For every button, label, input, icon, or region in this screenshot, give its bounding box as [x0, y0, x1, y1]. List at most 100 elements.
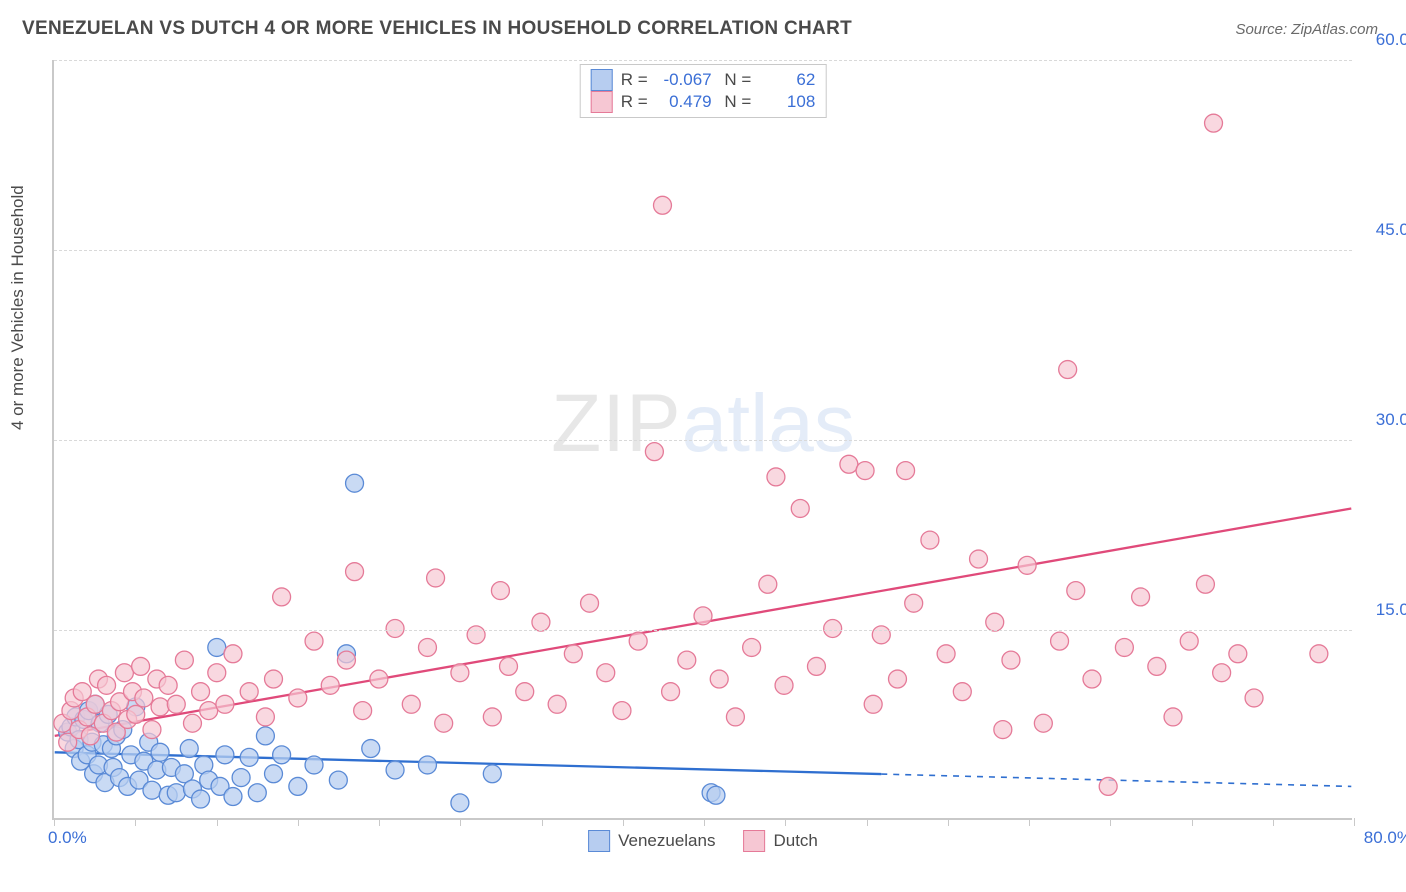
data-point-dutch	[1002, 651, 1020, 669]
data-point-venezuelans	[192, 790, 210, 808]
source-attribution: Source: ZipAtlas.com	[1235, 21, 1378, 38]
data-point-venezuelans	[362, 740, 380, 758]
data-point-dutch	[1083, 670, 1101, 688]
data-point-dutch	[1034, 714, 1052, 732]
data-point-dutch	[386, 620, 404, 638]
data-point-dutch	[240, 683, 258, 701]
data-point-dutch	[1310, 645, 1328, 663]
data-point-dutch	[613, 702, 631, 720]
x-tick	[1273, 818, 1274, 826]
data-point-dutch	[1115, 638, 1133, 656]
stats-row-dutch: R = 0.479 N = 108	[591, 91, 816, 113]
data-point-dutch	[654, 196, 672, 214]
data-point-dutch	[500, 657, 518, 675]
data-point-dutch	[1196, 575, 1214, 593]
data-point-dutch	[1051, 632, 1069, 650]
x-tick	[379, 818, 380, 826]
data-point-venezuelans	[143, 781, 161, 799]
data-point-dutch	[662, 683, 680, 701]
data-point-dutch	[208, 664, 226, 682]
data-point-dutch	[629, 632, 647, 650]
data-point-dutch	[743, 638, 761, 656]
data-point-dutch	[872, 626, 890, 644]
data-point-dutch	[905, 594, 923, 612]
data-point-dutch	[1164, 708, 1182, 726]
data-point-venezuelans	[273, 746, 291, 764]
scatter-svg	[54, 60, 1352, 818]
data-point-venezuelans	[208, 638, 226, 656]
stats-row-venezuelans: R = -0.067 N = 62	[591, 69, 816, 91]
data-point-dutch	[1245, 689, 1263, 707]
data-point-dutch	[192, 683, 210, 701]
data-point-venezuelans	[248, 784, 266, 802]
n-label: N =	[720, 70, 752, 90]
legend-item-venezuelans: Venezuelans	[588, 830, 715, 852]
x-tick	[54, 818, 55, 826]
data-point-dutch	[402, 695, 420, 713]
data-point-dutch	[167, 695, 185, 713]
correlation-stats-box: R = -0.067 N = 62 R = 0.479 N = 108	[580, 64, 827, 118]
data-point-venezuelans	[240, 748, 258, 766]
data-point-venezuelans	[707, 786, 725, 804]
r-label: R =	[621, 92, 648, 112]
legend: Venezuelans Dutch	[588, 830, 818, 852]
data-point-dutch	[921, 531, 939, 549]
chart-header: VENEZUELAN VS DUTCH 4 OR MORE VEHICLES I…	[0, 0, 1406, 50]
legend-item-dutch: Dutch	[743, 830, 817, 852]
data-point-dutch	[1067, 582, 1085, 600]
data-point-dutch	[824, 620, 842, 638]
plot-area: ZIPatlas R = -0.067 N = 62 R = 0.479 N =…	[52, 60, 1352, 820]
data-point-dutch	[354, 702, 372, 720]
data-point-dutch	[86, 695, 104, 713]
xmax-tick-label: 80.0%	[1364, 828, 1406, 848]
data-point-dutch	[265, 670, 283, 688]
data-point-dutch	[645, 443, 663, 461]
data-point-dutch	[994, 721, 1012, 739]
data-point-dutch	[710, 670, 728, 688]
gridline-h	[54, 630, 1352, 631]
legend-label-venezuelans: Venezuelans	[618, 831, 715, 851]
r-value-venezuelans: -0.067	[656, 70, 712, 90]
data-point-dutch	[135, 689, 153, 707]
data-point-venezuelans	[180, 740, 198, 758]
x-tick	[135, 818, 136, 826]
data-point-dutch	[200, 702, 218, 720]
data-point-dutch	[451, 664, 469, 682]
origin-tick-label: 0.0%	[48, 828, 87, 848]
data-point-dutch	[435, 714, 453, 732]
x-tick	[298, 818, 299, 826]
x-tick	[1354, 818, 1355, 826]
data-point-dutch	[132, 657, 150, 675]
x-tick	[704, 818, 705, 826]
swatch-venezuelans	[591, 69, 613, 91]
n-value-venezuelans: 62	[759, 70, 815, 90]
data-point-dutch	[483, 708, 501, 726]
data-point-dutch	[953, 683, 971, 701]
data-point-venezuelans	[265, 765, 283, 783]
data-point-dutch	[1180, 632, 1198, 650]
swatch-dutch	[591, 91, 613, 113]
legend-swatch-venezuelans	[588, 830, 610, 852]
data-point-dutch	[289, 689, 307, 707]
x-tick	[785, 818, 786, 826]
n-value-dutch: 108	[759, 92, 815, 112]
data-point-dutch	[159, 676, 177, 694]
data-point-dutch	[491, 582, 509, 600]
data-point-dutch	[1132, 588, 1150, 606]
data-point-venezuelans	[167, 784, 185, 802]
x-tick	[1110, 818, 1111, 826]
data-point-venezuelans	[329, 771, 347, 789]
data-point-venezuelans	[419, 756, 437, 774]
data-point-dutch	[256, 708, 274, 726]
gridline-h	[54, 250, 1352, 251]
data-point-venezuelans	[256, 727, 274, 745]
data-point-dutch	[516, 683, 534, 701]
data-point-dutch	[305, 632, 323, 650]
data-point-dutch	[970, 550, 988, 568]
data-point-dutch	[1018, 556, 1036, 574]
data-point-dutch	[597, 664, 615, 682]
data-point-dutch	[856, 462, 874, 480]
x-tick	[623, 818, 624, 826]
data-point-venezuelans	[224, 788, 242, 806]
data-point-dutch	[678, 651, 696, 669]
